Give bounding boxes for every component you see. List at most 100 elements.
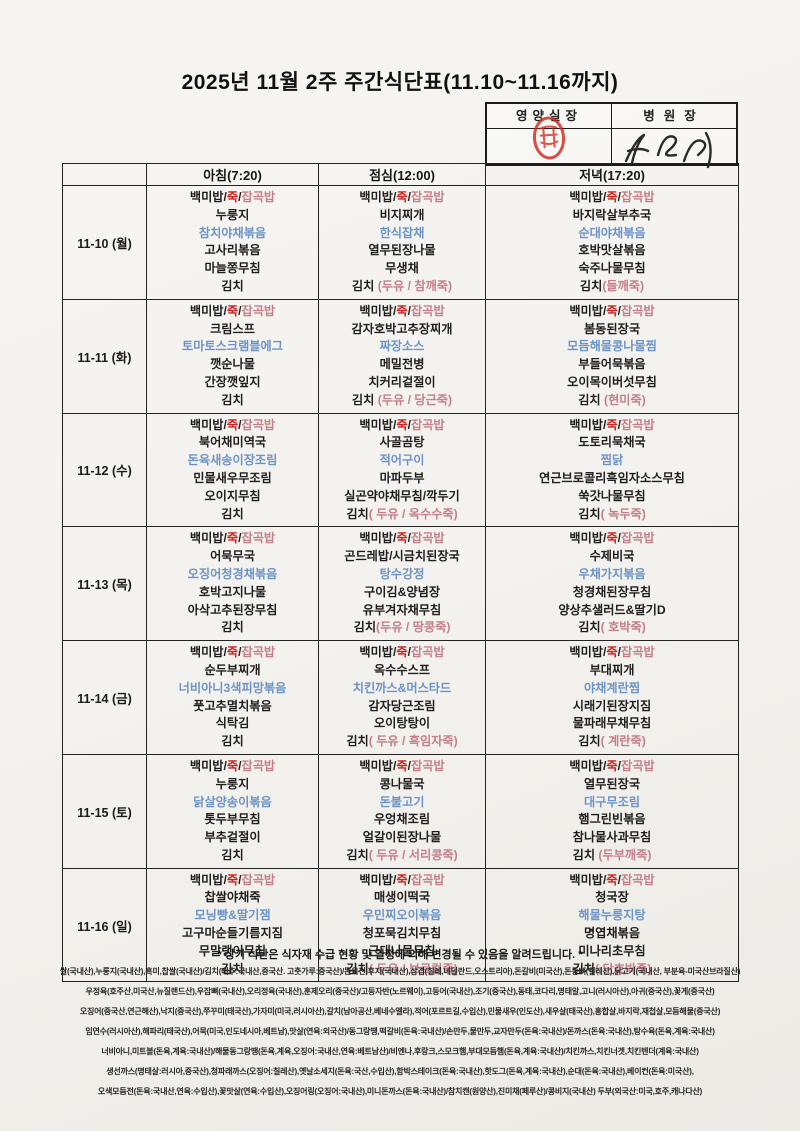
menu-item: 부대찌개 [589, 662, 635, 677]
menu-item: 백미밥/죽/잡곡밥 [189, 303, 276, 318]
menu-item: 모닝빵&딸기잼 [194, 908, 271, 923]
meal-cell-lunch: 백미밥/죽/잡곡밥 콩나물국 돈불고기 우엉채조림 얼갈이된장나물 김치( 두유 / 서리… [318, 753, 486, 869]
menu-item: 마늘쫑무침 [204, 261, 261, 276]
menu-item: 숙주나물무침 [578, 261, 646, 276]
menu-item: 돈불고기 [379, 794, 425, 809]
day-row: 11-15 (토) 백미밥/죽/잡곡밥 누룽지 닭살양송이볶음 톳두부무침 부추겉절이 김치… [62, 753, 739, 869]
menu-item: 백미밥/죽/잡곡밥 [359, 417, 445, 432]
menu-item: 식탁김 [215, 716, 250, 731]
menu-item: 간장깻잎지 [204, 374, 261, 389]
menu-item: 구이김&양념장 [363, 584, 441, 599]
menu-item: 백미밥/죽/잡곡밥 [189, 758, 276, 773]
menu-item: 수제비국 [589, 549, 635, 564]
menu-item: 김치( 두유 / 옥수수죽) [346, 506, 458, 521]
origin-line: 우정육(호주산,미국산,뉴질랜드산),우잡뼈(국내산),오리정육(국내산),훈제… [85, 987, 715, 996]
menu-item: 토마토스크램블에그 [182, 339, 283, 354]
menu-item: 김치 (현미죽) [578, 392, 646, 407]
menu-item: 백미밥/죽/잡곡밥 [359, 645, 445, 660]
menu-item: 우엉채조림 [373, 812, 431, 827]
menu-item: 백미밥/죽/잡곡밥 [569, 303, 655, 318]
menu-item: 비지찌개 [379, 207, 425, 222]
meal-cell-lunch: 백미밥/죽/잡곡밥 매생이떡국 우민찌오이볶음 청포묵김치무침 근대나물무침 김치( 두유… [318, 867, 486, 983]
menu-item: 곤드레밥/시금치된장국 [344, 549, 460, 564]
menu-item: 무말랭이무침 [198, 943, 267, 958]
menu-item: 오이목이버섯무침 [567, 374, 657, 389]
origin-line: 생선까스(명태살:러시아,중국산),청파래까스(오징어:칠레산),옛날소세지(돈… [106, 1067, 694, 1076]
meal-cell-breakfast: 백미밥/죽/잡곡밥 순두부찌개 너비아니3색피망볶음 풋고추멸치볶음 식탁김 김치 [146, 640, 319, 755]
menu-item: 모듬해물콩나물찜 [567, 339, 657, 354]
approval-table: 영양실장 병원장 [485, 102, 738, 169]
menu-item: 찜닭 [600, 453, 624, 468]
menu-item: 김치 (두유 / 당근죽) [351, 392, 453, 407]
menu-item: 매생이떡국 [373, 890, 431, 905]
menu-item: 봄동된장국 [583, 321, 641, 336]
menu-item: 북어채미역국 [198, 435, 267, 450]
menu-item: 순두부찌개 [204, 662, 261, 677]
dinner-header: 저녁(17:20) [485, 163, 739, 186]
menu-item: 민물새우무조림 [193, 470, 272, 485]
day-row: 11-14 (금) 백미밥/죽/잡곡밥 순두부찌개 너비아니3색피망볶음 풋고추멸치볶음… [62, 640, 739, 755]
menu-item: 무생채 [385, 261, 419, 276]
menu-item: 열무된장국 [583, 776, 641, 791]
menu-item: 오이지무침 [204, 488, 261, 503]
menu-item: 바지락살부추국 [572, 207, 652, 222]
meal-cell-breakfast: 백미밥/죽/잡곡밥 누룽지 닭살양송이볶음 톳두부무침 부추겉절이 김치 [146, 753, 319, 869]
meal-cell-dinner: 백미밥/죽/잡곡밥 바지락살부추국 순대야채볶음 호박맛살볶음 숙주나물무침 김치(들깨죽… [485, 185, 739, 300]
menu-item: 백미밥/죽/잡곡밥 [189, 190, 276, 204]
date-cell: 11-13 (목) [62, 526, 147, 642]
menu-item: 도토리묵채국 [578, 435, 646, 450]
menu-item: 부추겉절이 [204, 830, 261, 845]
menu-item: 콩나물국 [379, 776, 425, 791]
meal-cell-lunch: 백미밥/죽/잡곡밥 비지찌개 한식잡채 열무된장나물 무생채 김치 (두유 / 참깨죽) [318, 185, 486, 300]
hospital-director-label: 병원장 [611, 104, 736, 129]
lunch-header: 점심(12:00) [318, 163, 486, 186]
menu-item: 유부겨자채무침 [362, 602, 442, 617]
meal-cell-lunch: 백미밥/죽/잡곡밥 옥수수스프 치킨까스&머스타드 감자당근조림 오이탕탕이 김치( 두유… [318, 640, 486, 755]
menu-item: 백미밥/죽/잡곡밥 [359, 758, 445, 773]
menu-item: 실곤약야채무침/깍두기 [344, 488, 460, 503]
menu-item: 물파래무채무침 [572, 716, 652, 731]
day-row: 11-16 (일) 백미밥/죽/잡곡밥 찹쌀야채죽 모닝빵&딸기잼 고구마순들기름지짐 무… [62, 867, 739, 983]
menu-item: 톳두부무침 [204, 812, 261, 827]
menu-item: 김치 [221, 847, 244, 862]
origin-line: 임연수(러시아산),해파리(태국산),어묵(미국,인도네시아,베트남),맛살(연… [85, 1027, 715, 1036]
menu-item: 햄그린빈볶음 [578, 812, 646, 827]
menu-item: 깻순나물 [210, 357, 255, 372]
menu-item: 오이탕탕이 [373, 716, 431, 731]
menu-item: 해물누룽지탕 [578, 908, 646, 923]
date-cell: 11-10 (월) [62, 185, 147, 300]
menu-item: 오징어청경채볶음 [187, 566, 278, 581]
menu-item: 백미밥/죽/잡곡밥 [569, 190, 655, 204]
date-cell: 11-15 (토) [62, 753, 147, 869]
date-cell: 11-14 (금) [62, 640, 147, 755]
origin-line: 오징어(중국산,연근해산),낙지(중국산),쭈꾸미(태국산),가자미(미국,러시… [79, 1007, 721, 1016]
menu-item: 치킨까스&머스타드 [352, 680, 452, 695]
menu-item: 호박고지나물 [198, 584, 267, 599]
menu-item: 김치 [221, 392, 244, 407]
menu-item: 양상추샐러드&딸기D [558, 602, 666, 617]
menu-item: 얼갈이된장나물 [362, 830, 442, 845]
menu-item: 김치( 단호박죽) [572, 961, 652, 976]
menu-item: 김치 [221, 278, 244, 293]
date-cell: 11-12 (수) [62, 412, 147, 528]
day-row: 11-12 (수) 백미밥/죽/잡곡밥 북어채미역국 돈육새송이장조림 민물새우무조림 오… [62, 412, 739, 528]
menu-item: 김치 [221, 620, 244, 635]
day-row: 11-13 (목) 백미밥/죽/잡곡밥 어묵무국 오징어청경채볶음 호박고지나물 아삭고추… [62, 526, 739, 642]
menu-item: 어묵무국 [210, 549, 255, 564]
menu-item: 김치 [221, 506, 244, 521]
menu-item: 닭살양송이볶음 [193, 794, 272, 809]
date-cell: 11-11 (화) [62, 298, 147, 414]
menu-item: 김치(두유 / 땅콩죽) [353, 620, 451, 635]
origin-line: 오색모듬전(돈육:국내산,연육:수입산),꽃맛살(연육:수입산),오징어링(오징… [97, 1087, 703, 1096]
menu-item: 적어구이 [379, 453, 425, 468]
menu-item: 누룽지 [215, 207, 250, 222]
menu-item: 연근브로콜리흑임자소스무침 [539, 470, 685, 485]
menu-item: 백미밥/죽/잡곡밥 [359, 303, 445, 318]
menu-item: 열무된장나물 [368, 243, 436, 258]
menu-item: 백미밥/죽/잡곡밥 [359, 531, 445, 546]
menu-item: 고사리볶음 [204, 243, 261, 258]
menu-item: 치커리겉절이 [368, 374, 436, 389]
meal-cell-dinner: 백미밥/죽/잡곡밥 봄동된장국 모듬해물콩나물찜 부들어묵볶음 오이목이버섯무침 김치 (… [485, 298, 739, 414]
menu-item: 짜장소스 [379, 339, 425, 354]
menu-item: 김치 [221, 961, 244, 976]
